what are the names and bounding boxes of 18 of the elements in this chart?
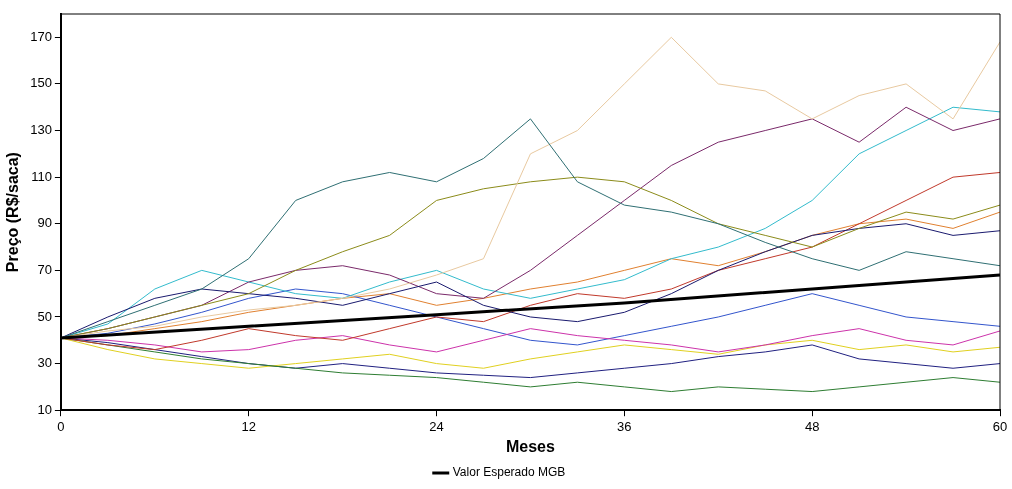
- x-tick-label: 24: [429, 418, 444, 434]
- legend-label: Valor Esperado MGB: [452, 465, 566, 480]
- y-tick-label: 30: [37, 355, 52, 371]
- x-tick-label: 36: [617, 418, 632, 434]
- y-tick-label: 50: [37, 308, 52, 324]
- x-axis-title: Meses: [505, 437, 556, 455]
- x-tick-label: 48: [804, 418, 820, 434]
- y-tick-label: 10: [37, 401, 52, 417]
- x-tick-label: 12: [241, 418, 256, 434]
- y-tick-label: 150: [30, 75, 52, 91]
- x-tick-label: 0: [57, 418, 65, 434]
- y-tick-label: 110: [31, 168, 52, 184]
- y-tick-label: 90: [37, 215, 52, 231]
- y-tick-label: 130: [30, 122, 52, 138]
- y-tick-label: 70: [37, 261, 52, 277]
- y-axis-title: Preço (R$/saca): [4, 152, 22, 273]
- x-tick-label: 60: [992, 418, 1008, 434]
- y-tick-label: 170: [30, 28, 52, 44]
